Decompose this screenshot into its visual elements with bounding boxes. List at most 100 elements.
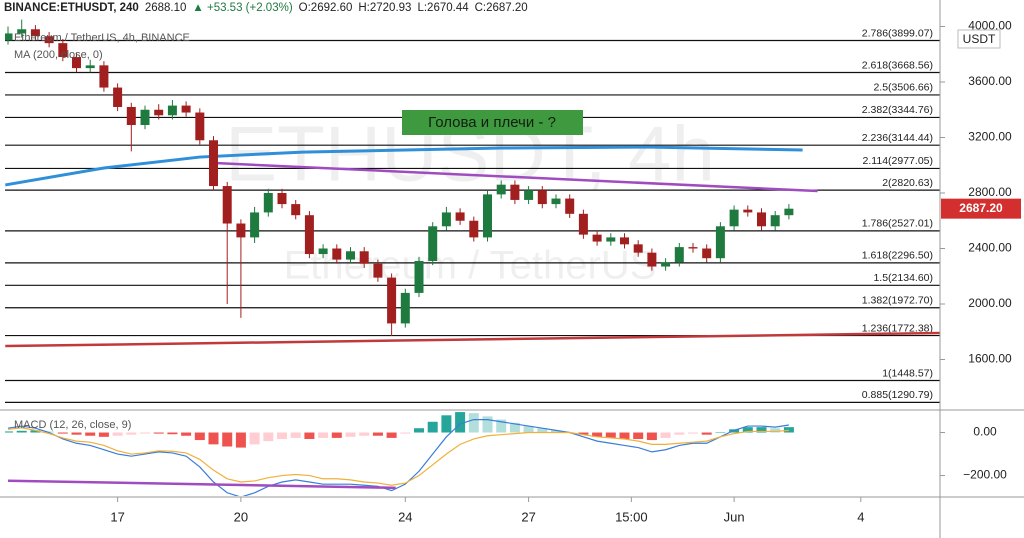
signal-line bbox=[7, 427, 789, 486]
fib-label: 1.236(1772.38) bbox=[862, 322, 933, 334]
moving-average bbox=[5, 145, 803, 187]
candle-body bbox=[359, 251, 369, 264]
candle-body bbox=[455, 212, 465, 221]
candle-body bbox=[578, 213, 588, 235]
candle-body bbox=[537, 190, 547, 205]
x-tick-label: 15:00 bbox=[615, 509, 648, 524]
price-pane: 2.786(3899.07) 2.618(3668.56) 2.5(3506.66)… bbox=[5, 19, 940, 403]
macd-tick-label: 0.00 bbox=[973, 425, 997, 439]
macd-tick-label: −200.00 bbox=[963, 468, 1007, 482]
macd-histogram bbox=[701, 432, 712, 435]
macd-histogram bbox=[496, 419, 507, 433]
open: O:2692.60 bbox=[299, 2, 353, 14]
fib-label: 2.618(3668.56) bbox=[862, 59, 933, 71]
close: C:2687.20 bbox=[475, 2, 528, 14]
macd-histogram bbox=[633, 432, 644, 439]
macd-histogram bbox=[372, 432, 383, 436]
watermark-name: Ethereum / TetherUS bbox=[284, 244, 657, 288]
candle-body bbox=[263, 192, 273, 213]
macd-histogram bbox=[71, 432, 82, 435]
ma-legend: MA (200, close, 0) bbox=[14, 49, 103, 61]
fib-label: 2.114(2977.05) bbox=[863, 155, 933, 167]
candle-body bbox=[277, 192, 287, 205]
candle-body bbox=[441, 212, 451, 227]
candle-body bbox=[291, 204, 301, 216]
candle-body bbox=[551, 198, 561, 205]
candle-body bbox=[222, 186, 232, 224]
candle-body bbox=[167, 105, 177, 116]
candle-body bbox=[140, 109, 150, 126]
fib-label: 1.618(2296.50) bbox=[862, 250, 933, 262]
watermark: ETHUSDT, 4h Ethereum / TetherUS bbox=[225, 110, 715, 288]
candle-body bbox=[5, 33, 13, 41]
candle-body bbox=[524, 190, 534, 200]
candle-body bbox=[400, 292, 410, 324]
header: BINANCE:ETHUSDT, 240 2688.10 ▲ +53.53 (+2.… bbox=[4, 2, 528, 14]
fib-label: 1.382(1972.70) bbox=[862, 295, 933, 307]
candle-body bbox=[743, 209, 753, 213]
macd-histogram bbox=[742, 427, 753, 433]
candle-body bbox=[483, 194, 493, 238]
macd-histogram bbox=[770, 428, 781, 433]
macd-histogram bbox=[153, 432, 164, 434]
candle-body bbox=[332, 248, 342, 260]
y-tick-label: 3600.00 bbox=[968, 74, 1012, 88]
candle-body bbox=[414, 260, 424, 293]
macd-histogram bbox=[550, 430, 561, 433]
candle-body bbox=[387, 277, 397, 324]
candle-body bbox=[99, 65, 109, 88]
candle-body bbox=[715, 226, 725, 259]
candle-body bbox=[346, 251, 356, 260]
high: H:2720.93 bbox=[358, 2, 411, 14]
macd-line bbox=[7, 419, 789, 496]
candle-body bbox=[592, 234, 602, 242]
macd-histogram bbox=[208, 432, 219, 445]
macd-histogram bbox=[646, 432, 657, 441]
fib-label: 0.885(1290.79) bbox=[862, 389, 933, 401]
macd-histogram bbox=[359, 432, 370, 436]
candle-body bbox=[756, 212, 766, 227]
candle-body bbox=[58, 43, 68, 58]
macd-histogram bbox=[277, 432, 288, 439]
candle-body bbox=[674, 247, 684, 263]
candle-body bbox=[195, 112, 205, 141]
fib-label: 1.5(2134.60) bbox=[873, 272, 933, 284]
last-price: 2688.10 bbox=[145, 2, 187, 14]
candle-body bbox=[250, 212, 260, 238]
candle-body bbox=[565, 198, 575, 214]
y-tick-label: 3200.00 bbox=[968, 130, 1012, 144]
candle-body bbox=[784, 208, 794, 216]
fib-label: 2(2820.63) bbox=[882, 177, 933, 189]
macd-histogram bbox=[290, 432, 301, 438]
annotation-box bbox=[402, 110, 583, 135]
y-tick-label: 2400.00 bbox=[968, 241, 1012, 255]
macd-histogram bbox=[578, 432, 589, 435]
candle-body bbox=[318, 248, 328, 255]
candle-body bbox=[729, 209, 739, 227]
macd-histogram bbox=[605, 432, 616, 438]
candle-body bbox=[30, 29, 40, 37]
candle-body bbox=[72, 57, 82, 69]
candle-body bbox=[44, 36, 54, 44]
macd-histogram bbox=[222, 432, 233, 447]
macd-histogram bbox=[98, 432, 109, 437]
macd-histogram bbox=[455, 412, 466, 433]
fib-label: 1.786(2527.01) bbox=[862, 218, 933, 230]
candle-body bbox=[181, 105, 191, 113]
x-tick-label: 27 bbox=[521, 509, 535, 524]
y-tick-label: 1600.00 bbox=[968, 352, 1012, 366]
x-tick-label: 20 bbox=[234, 509, 248, 524]
macd-histogram bbox=[167, 432, 178, 435]
macd-histogram bbox=[126, 432, 137, 435]
candle-body bbox=[496, 184, 506, 195]
candle-body bbox=[236, 223, 246, 238]
fib-label: 2.5(3506.66) bbox=[873, 82, 933, 94]
macd-histogram bbox=[57, 432, 68, 434]
symbol: BINANCE:ETHUSDT, 240 bbox=[4, 2, 139, 14]
macd-histogram bbox=[660, 432, 671, 438]
annotation: Голова и плечи - ? bbox=[428, 114, 556, 131]
currency-box bbox=[957, 29, 1001, 49]
candle-body bbox=[647, 252, 657, 267]
candle-body bbox=[661, 262, 671, 267]
